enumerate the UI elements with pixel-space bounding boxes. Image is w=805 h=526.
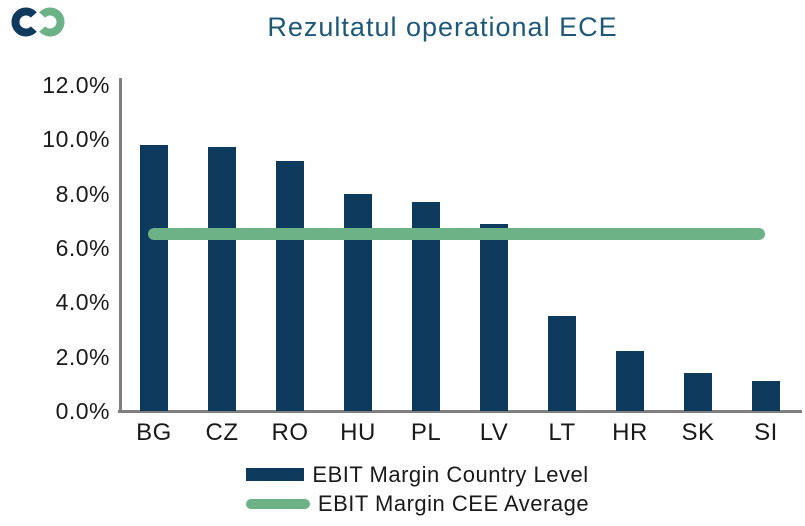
bar-series-swatch-icon: [246, 468, 305, 481]
logo-c-green-icon: [39, 7, 65, 37]
y-tick-label: 8.0%: [55, 180, 110, 207]
brand-logo-icon: [11, 7, 65, 37]
x-tick-label-hu: HU: [340, 419, 376, 446]
x-tick-label-cz: CZ: [205, 419, 239, 446]
logo-c-navy-icon: [11, 7, 37, 37]
brand-logo: [10, 4, 68, 40]
bar-hr: [616, 351, 644, 411]
bar-hu: [344, 194, 372, 411]
x-tick-label-pl: PL: [410, 419, 442, 446]
bar-lv: [480, 224, 508, 411]
y-axis-line: [119, 78, 122, 413]
x-tick-label-ro: RO: [271, 419, 309, 446]
bar-cz: [208, 147, 236, 411]
legend-label-bar-series: EBIT Margin Country Level: [312, 461, 589, 487]
plot-area: [120, 85, 800, 411]
x-tick-label-si: SI: [754, 419, 778, 446]
x-tick-label-lv: LV: [479, 419, 509, 446]
legend: EBIT Margin Country Level EBIT Margin CE…: [30, 460, 805, 518]
y-tick-label: 4.0%: [55, 289, 110, 316]
y-tick-label: 6.0%: [55, 235, 110, 261]
average-line: [148, 228, 765, 240]
y-tick-label: 2.0%: [55, 343, 110, 370]
chart-title: Rezultatul operational ECE: [267, 12, 618, 42]
bar-lt: [548, 316, 576, 411]
x-tick-label-bg: BG: [136, 419, 172, 446]
bar-ro: [276, 161, 304, 411]
x-tick-label-sk: SK: [681, 419, 715, 446]
legend-label-line-series: EBIT Margin CEE Average: [317, 490, 590, 516]
x-axis-line: [118, 410, 802, 413]
x-tick-label-hr: HR: [612, 419, 648, 446]
line-series-swatch-icon: [245, 498, 310, 509]
bar-si: [752, 381, 780, 411]
y-tick-label: 10.0%: [42, 126, 110, 153]
legend-item-line-series: EBIT Margin CEE Average: [245, 489, 590, 518]
y-tick-label: 12.0%: [42, 72, 110, 98]
legend-item-bar-series: EBIT Margin Country Level: [246, 460, 588, 489]
y-tick-label: 0.0%: [55, 398, 110, 424]
x-tick-label-lt: LT: [548, 419, 576, 446]
bar-bg: [140, 145, 168, 411]
bar-sk: [684, 373, 712, 411]
